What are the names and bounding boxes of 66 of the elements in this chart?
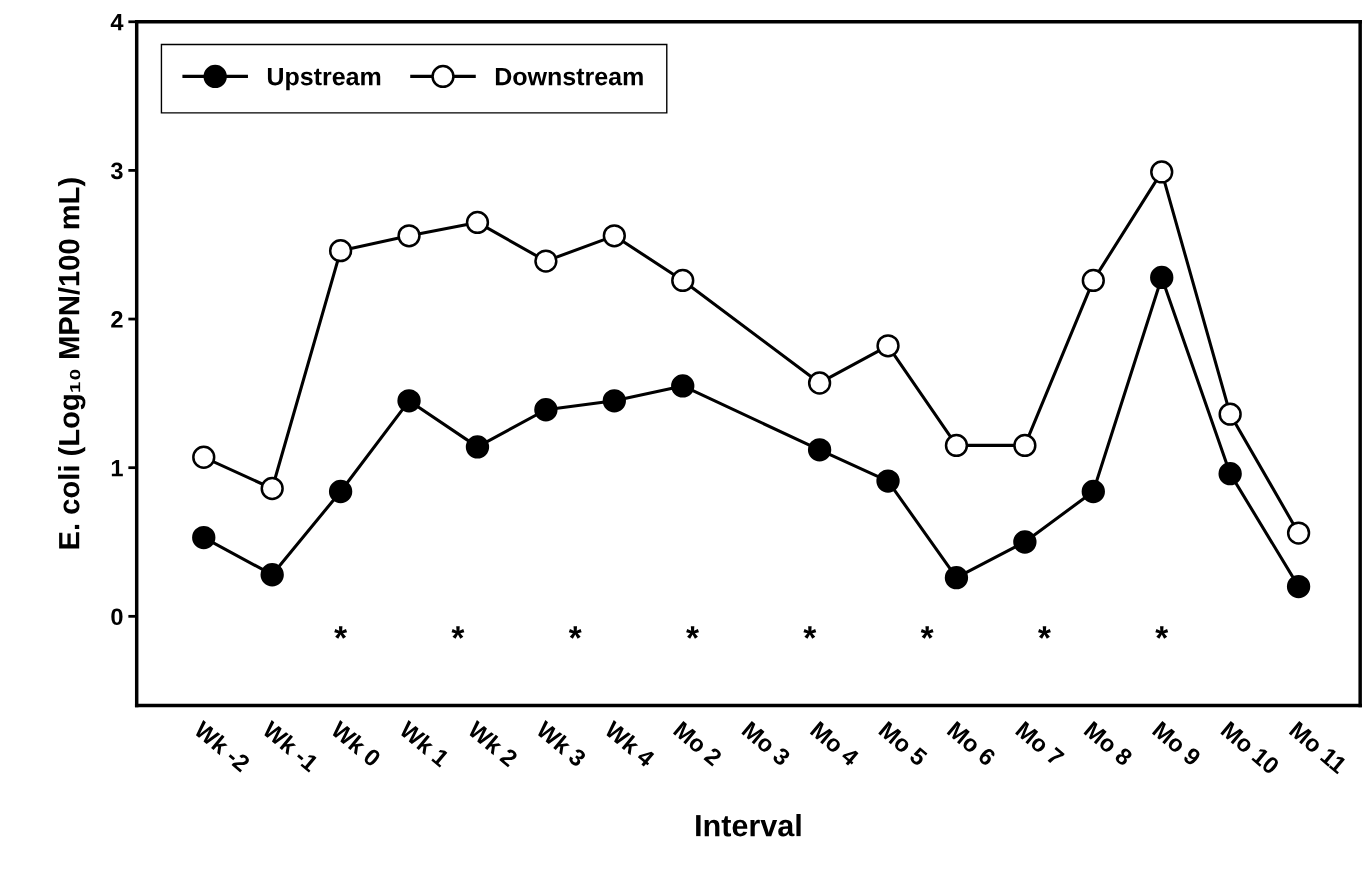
point [1081,268,1105,293]
x-tick-label: Mo 8 [1083,720,1134,767]
point [328,479,353,504]
x-tick-label: Mo 5 [878,721,929,767]
x-tick-label: Mo 6 [946,720,997,767]
point [192,525,216,550]
annotation: * [334,626,348,639]
annotation: * [451,626,465,639]
annotation: * [920,626,934,639]
x-axis-title: Interval [696,813,801,837]
y-tick-label: 1 [111,460,123,477]
point [465,210,490,235]
point [602,224,626,248]
x-tick-label: Mo 10 [1220,720,1281,776]
y-tick-label: 3 [110,162,123,180]
point [534,249,558,273]
annotation: * [686,626,699,639]
point [192,445,216,469]
point [1013,433,1037,458]
point [944,566,969,590]
annotation: * [1155,626,1169,639]
legend-label: Upstream [267,67,381,91]
point [807,371,832,395]
point [876,469,900,493]
point [397,389,421,413]
x-tick-label: Mo 9 [1151,720,1202,767]
point [397,224,421,248]
x-tick-label: Mo 3 [741,720,792,767]
x-tick-label: Mo 11 [1288,721,1348,775]
point [671,374,695,398]
point [1150,160,1174,184]
point [671,268,695,293]
annotation: * [803,626,817,639]
x-tick-label: Wk 1 [398,719,451,768]
x-tick-label: Wk 0 [329,719,383,768]
point [465,435,490,459]
y-axis-title: E. coli (Log₁₀ MPN/100 mL) [58,178,86,549]
x-tick-label: Wk -2 [192,719,252,773]
annotation: * [1038,626,1051,639]
point [328,239,353,263]
point [260,563,284,587]
y-tick-label: 0 [111,608,123,626]
x-tick-label: Mo 7 [1014,721,1065,767]
point [1081,479,1105,504]
point [534,398,558,422]
x-tick-label: Wk 3 [534,719,588,768]
point [876,334,900,358]
point [1150,265,1174,290]
x-tick-label: Mo 4 [809,721,861,768]
x-tick-label: Wk 2 [466,719,519,768]
y-tick-label: 2 [111,311,123,328]
annotation: * [568,626,582,639]
x-tick-label: Wk 4 [603,719,657,768]
point [260,476,284,501]
point [1218,461,1242,486]
point [1286,574,1311,599]
point [1218,402,1242,426]
x-tick-label: Mo 2 [672,720,723,767]
x-tick-label: Wk -1 [261,719,320,773]
legend-label: Downstream [495,67,643,86]
point [1013,530,1037,554]
point [944,433,969,458]
y-tick-label: 4 [110,14,124,31]
point [1286,521,1311,545]
point [807,438,832,462]
point [602,389,626,413]
